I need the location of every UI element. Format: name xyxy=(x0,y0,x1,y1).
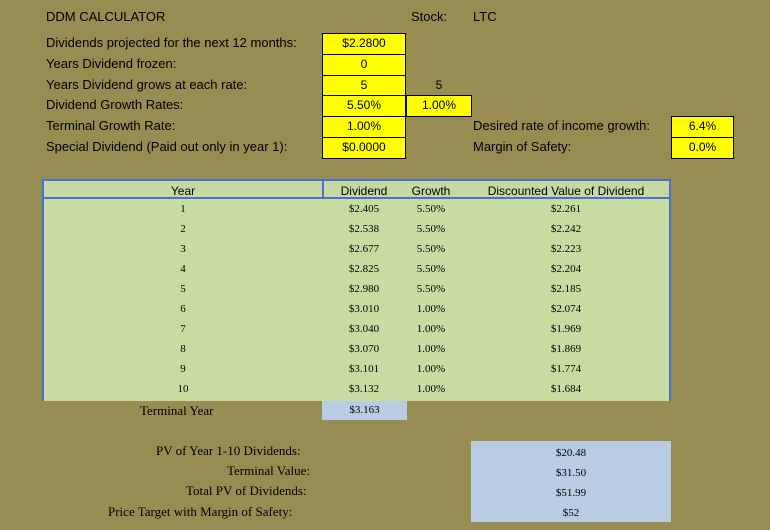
table-cell-growth: 1.00% xyxy=(416,323,446,335)
terminal-value-label: Terminal Value: xyxy=(227,463,310,478)
table-row: 4 $2.825 5.50% $2.204 xyxy=(44,259,669,279)
table-cell-growth: 5.50% xyxy=(416,243,446,255)
table-cell-discounted: $2.242 xyxy=(550,223,582,235)
table-cell-year: 5 xyxy=(180,283,186,295)
margin-label: Margin of Safety: xyxy=(473,139,572,154)
table-row: 10 $3.132 1.00% $1.684 xyxy=(44,379,669,399)
table-cell-growth: 1.00% xyxy=(416,383,446,395)
desired-rate-label: Desired rate of income growth: xyxy=(473,118,651,133)
dividends-label: Dividends projected for the next 12 mont… xyxy=(46,35,297,50)
table-cell-growth: 5.50% xyxy=(416,283,446,295)
total-pv-label: Total PV of Dividends: xyxy=(186,483,307,498)
table-row: 1 $2.405 5.50% $2.261 xyxy=(44,199,669,219)
summary-values-box: $20.48 $31.50 $51.99 $52 xyxy=(471,441,671,522)
years-grows-label: Years Dividend grows at each rate: xyxy=(46,77,248,92)
margin-input[interactable]: 0.0% xyxy=(671,137,734,159)
stock-value[interactable]: LTC xyxy=(473,9,497,24)
special-dividend-input[interactable]: $0.0000 xyxy=(322,137,406,159)
special-dividend-label: Special Dividend (Paid out only in year … xyxy=(46,139,288,154)
growth-rates-label: Dividend Growth Rates: xyxy=(46,97,184,112)
table-cell-dividend: $2.677 xyxy=(348,243,380,255)
table-cell-dividend: $3.010 xyxy=(348,303,380,315)
pv-label: PV of Year 1-10 Dividends: xyxy=(156,443,301,458)
pv-value: $20.48 xyxy=(555,447,587,459)
table-cell-discounted: $1.969 xyxy=(550,323,582,335)
table-header-year: Year xyxy=(170,184,196,198)
table-cell-dividend: $2.825 xyxy=(348,263,380,275)
price-target-label: Price Target with Margin of Safety: xyxy=(108,504,293,519)
table-cell-dividend: $2.405 xyxy=(348,203,380,215)
table-cell-year: 2 xyxy=(180,223,186,235)
terminal-value-value: $31.50 xyxy=(555,467,587,479)
table-cell-year: 4 xyxy=(180,263,186,275)
table-row: 8 $3.070 1.00% $1.869 xyxy=(44,339,669,359)
table-cell-year: 10 xyxy=(177,383,189,395)
dividend-table: Year Dividend Growth Discounted Value of… xyxy=(42,179,671,401)
frozen-label: Years Dividend frozen: xyxy=(46,56,177,71)
table-cell-growth: 5.50% xyxy=(416,263,446,275)
table-row: 6 $3.010 1.00% $2.074 xyxy=(44,299,669,319)
table-cell-discounted: $1.684 xyxy=(550,383,582,395)
years-grows-input-1[interactable]: 5 xyxy=(322,75,406,97)
table-header-growth: Growth xyxy=(411,184,451,198)
table-cell-dividend: $3.040 xyxy=(348,323,380,335)
page-title: DDM CALCULATOR xyxy=(46,9,166,24)
terminal-growth-label: Terminal Growth Rate: xyxy=(46,118,176,133)
growth-rate-input-2[interactable]: 1.00% xyxy=(406,95,472,117)
table-cell-year: 1 xyxy=(180,203,186,215)
table-cell-discounted: $1.774 xyxy=(550,363,582,375)
desired-rate-input[interactable]: 6.4% xyxy=(671,116,734,138)
table-cell-growth: 5.50% xyxy=(416,203,446,215)
frozen-input[interactable]: 0 xyxy=(322,54,406,76)
table-cell-year: 6 xyxy=(180,303,186,315)
table-cell-discounted: $1.869 xyxy=(550,343,582,355)
dividends-input[interactable]: $2.2800 xyxy=(322,33,406,55)
table-cell-discounted: $2.261 xyxy=(550,203,582,215)
table-cell-dividend: $3.132 xyxy=(348,383,380,395)
table-row: 3 $2.677 5.50% $2.223 xyxy=(44,239,669,259)
terminal-growth-input[interactable]: 1.00% xyxy=(322,116,406,138)
stock-label: Stock: xyxy=(411,9,448,24)
table-row: 9 $3.101 1.00% $1.774 xyxy=(44,359,669,379)
table-cell-dividend: $2.980 xyxy=(348,283,380,295)
table-cell-year: 8 xyxy=(180,343,186,355)
table-cell-year: 9 xyxy=(180,363,186,375)
price-target-value: $52 xyxy=(562,507,580,519)
table-cell-year: 3 xyxy=(180,243,186,255)
years-grows-input-2[interactable]: 5 xyxy=(435,78,443,92)
table-cell-year: 7 xyxy=(180,323,186,335)
total-pv-value: $51.99 xyxy=(555,487,587,499)
table-row: 7 $3.040 1.00% $1.969 xyxy=(44,319,669,339)
table-cell-growth: 1.00% xyxy=(416,343,446,355)
terminal-year-label: Terminal Year xyxy=(140,403,214,418)
table-header-discounted: Discounted Value of Dividend xyxy=(487,184,645,198)
table-row: 2 $2.538 5.50% $2.242 xyxy=(44,219,669,239)
table-header-rest: Dividend Growth Discounted Value of Divi… xyxy=(322,179,671,199)
table-cell-dividend: $2.538 xyxy=(348,223,380,235)
table-cell-discounted: $2.185 xyxy=(550,283,582,295)
table-cell-growth: 5.50% xyxy=(416,223,446,235)
growth-rate-input-1[interactable]: 5.50% xyxy=(322,95,406,117)
terminal-year-value: $3.163 xyxy=(322,401,407,420)
table-body: 1 $2.405 5.50% $2.261 2 $2.538 5.50% $2.242 3 $2.… xyxy=(42,199,671,401)
table-cell-dividend: $3.070 xyxy=(348,343,380,355)
table-cell-growth: 1.00% xyxy=(416,363,446,375)
table-cell-discounted: $2.074 xyxy=(550,303,582,315)
table-header-year-cell: Year xyxy=(42,179,324,199)
table-header-dividend: Dividend xyxy=(340,184,388,198)
table-row: 5 $2.980 5.50% $2.185 xyxy=(44,279,669,299)
table-cell-growth: 1.00% xyxy=(416,303,446,315)
table-cell-dividend: $3.101 xyxy=(348,363,380,375)
table-cell-discounted: $2.223 xyxy=(550,243,582,255)
table-cell-discounted: $2.204 xyxy=(550,263,582,275)
